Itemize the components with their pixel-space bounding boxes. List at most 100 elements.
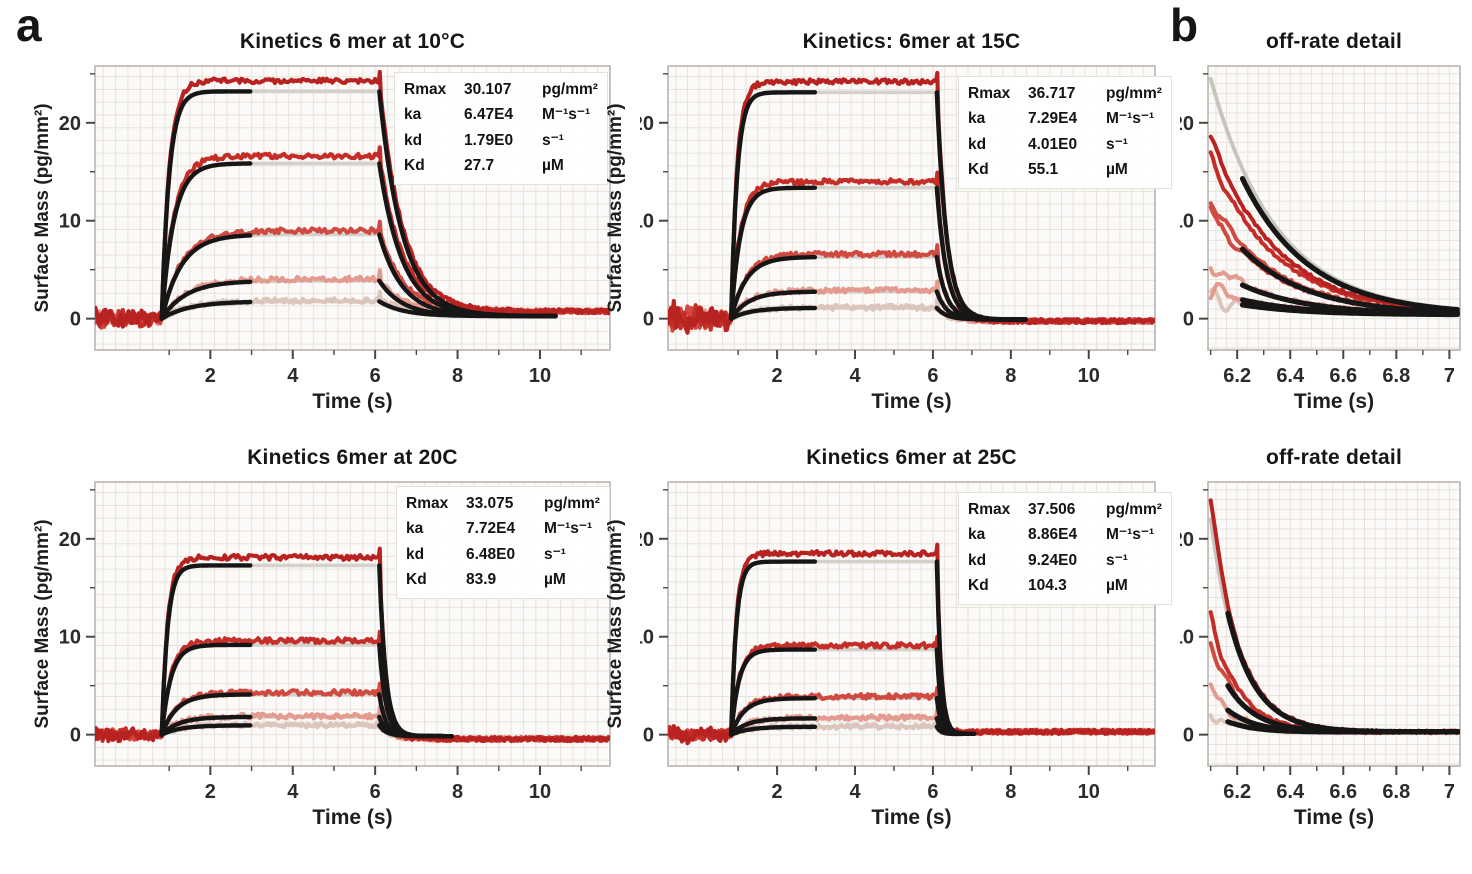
param-name: kd — [406, 545, 425, 563]
svg-text:2: 2 — [205, 365, 216, 387]
param-name: Kd — [968, 161, 989, 179]
svg-text:6: 6 — [927, 365, 938, 387]
plot-title: Kinetics 6mer at 25C — [806, 446, 1017, 469]
param-name: Kd — [404, 157, 425, 175]
svg-text:0: 0 — [643, 309, 654, 331]
plot-title: Kinetics 6mer at 20C — [247, 446, 458, 469]
fit-curve — [728, 696, 818, 737]
svg-text:8: 8 — [1005, 365, 1016, 387]
svg-text:10: 10 — [1078, 365, 1100, 387]
param-value: 83.9 — [466, 571, 497, 589]
svg-text:20: 20 — [59, 113, 81, 135]
fit-curve — [159, 89, 253, 321]
param-unit: s⁻¹ — [1106, 135, 1128, 153]
y-axis-label: Surface Mass (pg/mm²) — [605, 103, 626, 313]
axis-ticks: 6.2 6.4 6.6 6.8 7 0 10 20 — [1180, 489, 1455, 803]
param-unit: s⁻¹ — [1106, 551, 1128, 569]
svg-text:8: 8 — [1005, 781, 1016, 803]
fit-parameter-table: Rmax 33.075 pg/mm² ka 7.72E4 M⁻¹s⁻¹ kd 6.48E0 s⁻… — [396, 486, 610, 599]
svg-text:10: 10 — [529, 781, 551, 803]
svg-text:2: 2 — [205, 781, 216, 803]
x-axis-label: Time (s) — [1293, 806, 1375, 829]
fit-curve — [728, 559, 818, 737]
svg-text:4: 4 — [849, 781, 861, 803]
data-curves — [668, 70, 1155, 335]
fit-curve — [934, 90, 1028, 322]
svg-text:4: 4 — [849, 365, 861, 387]
panel-label-b: b — [1170, 0, 1199, 51]
fit-curve — [728, 289, 818, 321]
param-value: 30.107 — [464, 81, 512, 98]
fit-curve — [728, 305, 818, 321]
panel-label-a: a — [16, 0, 42, 51]
data-curves — [668, 542, 1155, 746]
axis-ticks: 2 4 6 8 10 0 10 20 — [59, 489, 582, 803]
svg-text:6.4: 6.4 — [1276, 781, 1305, 803]
svg-text:6.2: 6.2 — [1223, 365, 1251, 387]
sensorgram-canvas-20c: 2 4 6 8 10 0 10 20 — [59, 481, 611, 803]
svg-text:6: 6 — [370, 781, 381, 803]
fit-curve — [728, 716, 818, 737]
param-unit: M⁻¹s⁻¹ — [544, 520, 593, 538]
svg-text:20: 20 — [640, 113, 654, 135]
svg-text:6.6: 6.6 — [1329, 365, 1357, 387]
svg-text:10: 10 — [59, 211, 81, 233]
fit-curve — [159, 233, 253, 321]
param-name: Rmax — [968, 501, 1011, 518]
svg-text:10: 10 — [529, 365, 551, 387]
svg-text:6.8: 6.8 — [1382, 781, 1410, 803]
svg-text:6: 6 — [927, 781, 938, 803]
x-axis-label: Time (s) — [312, 806, 393, 829]
param-name: Kd — [968, 577, 989, 595]
param-name: Rmax — [404, 81, 447, 98]
svg-text:0: 0 — [643, 725, 654, 747]
data-curves — [95, 69, 610, 330]
svg-text:6.4: 6.4 — [1276, 365, 1305, 387]
plot-title: off-rate detail — [1265, 446, 1402, 469]
param-value: 7.72E4 — [466, 520, 516, 538]
svg-text:0: 0 — [1183, 309, 1194, 331]
param-name: ka — [968, 526, 986, 544]
param-unit: µM — [542, 157, 564, 175]
fit-curve — [159, 299, 253, 321]
fit-curve — [159, 692, 253, 737]
fit-curve — [1239, 302, 1460, 318]
plot-title: off-rate detail — [1265, 30, 1402, 53]
data-curves — [1208, 498, 1460, 736]
param-value: 8.86E4 — [1028, 526, 1078, 544]
svg-text:20: 20 — [59, 529, 81, 551]
data-curves — [95, 546, 610, 744]
svg-text:20: 20 — [1180, 529, 1194, 551]
fit-curve — [1239, 176, 1460, 313]
param-value: 37.506 — [1028, 501, 1076, 518]
fit-curve — [159, 161, 253, 321]
fit-curve — [728, 724, 818, 737]
svg-text:10: 10 — [640, 627, 654, 649]
x-axis-label: Time (s) — [1293, 390, 1375, 413]
svg-text:20: 20 — [640, 529, 654, 551]
svg-text:0: 0 — [70, 725, 81, 747]
offrate-canvas-bottom: 6.2 6.4 6.6 6.8 7 0 10 20 — [1180, 481, 1461, 803]
param-value: 104.3 — [1028, 577, 1067, 595]
svg-text:6.8: 6.8 — [1382, 365, 1410, 387]
param-unit: M⁻¹s⁻¹ — [542, 106, 591, 124]
plot-title: Kinetics 6 mer at 10°C — [239, 30, 466, 53]
param-value: 55.1 — [1028, 161, 1059, 179]
param-unit: s⁻¹ — [544, 545, 566, 563]
fit-curve — [728, 647, 818, 737]
axis-ticks: 2 4 6 8 10 0 10 20 — [59, 73, 582, 387]
param-unit: pg/mm² — [542, 81, 598, 98]
fit-curve — [159, 714, 253, 737]
plot-offrate-detail-top: 6.2 6.4 6.6 6.8 7 0 10 20 off-rate detail Time … — [1180, 14, 1472, 438]
param-value: 33.075 — [466, 495, 514, 512]
param-value: 1.79E0 — [464, 131, 514, 149]
svg-text:7: 7 — [1444, 365, 1455, 387]
svg-text:20: 20 — [1180, 113, 1194, 135]
fit-curve — [377, 563, 454, 739]
fit-curve — [728, 90, 818, 321]
param-unit: M⁻¹s⁻¹ — [1106, 110, 1155, 128]
offrate-canvas-top: 6.2 6.4 6.6 6.8 7 0 10 20 — [1180, 65, 1461, 387]
param-name: Rmax — [406, 495, 449, 512]
svg-text:6.2: 6.2 — [1223, 781, 1251, 803]
svg-text:8: 8 — [452, 781, 463, 803]
